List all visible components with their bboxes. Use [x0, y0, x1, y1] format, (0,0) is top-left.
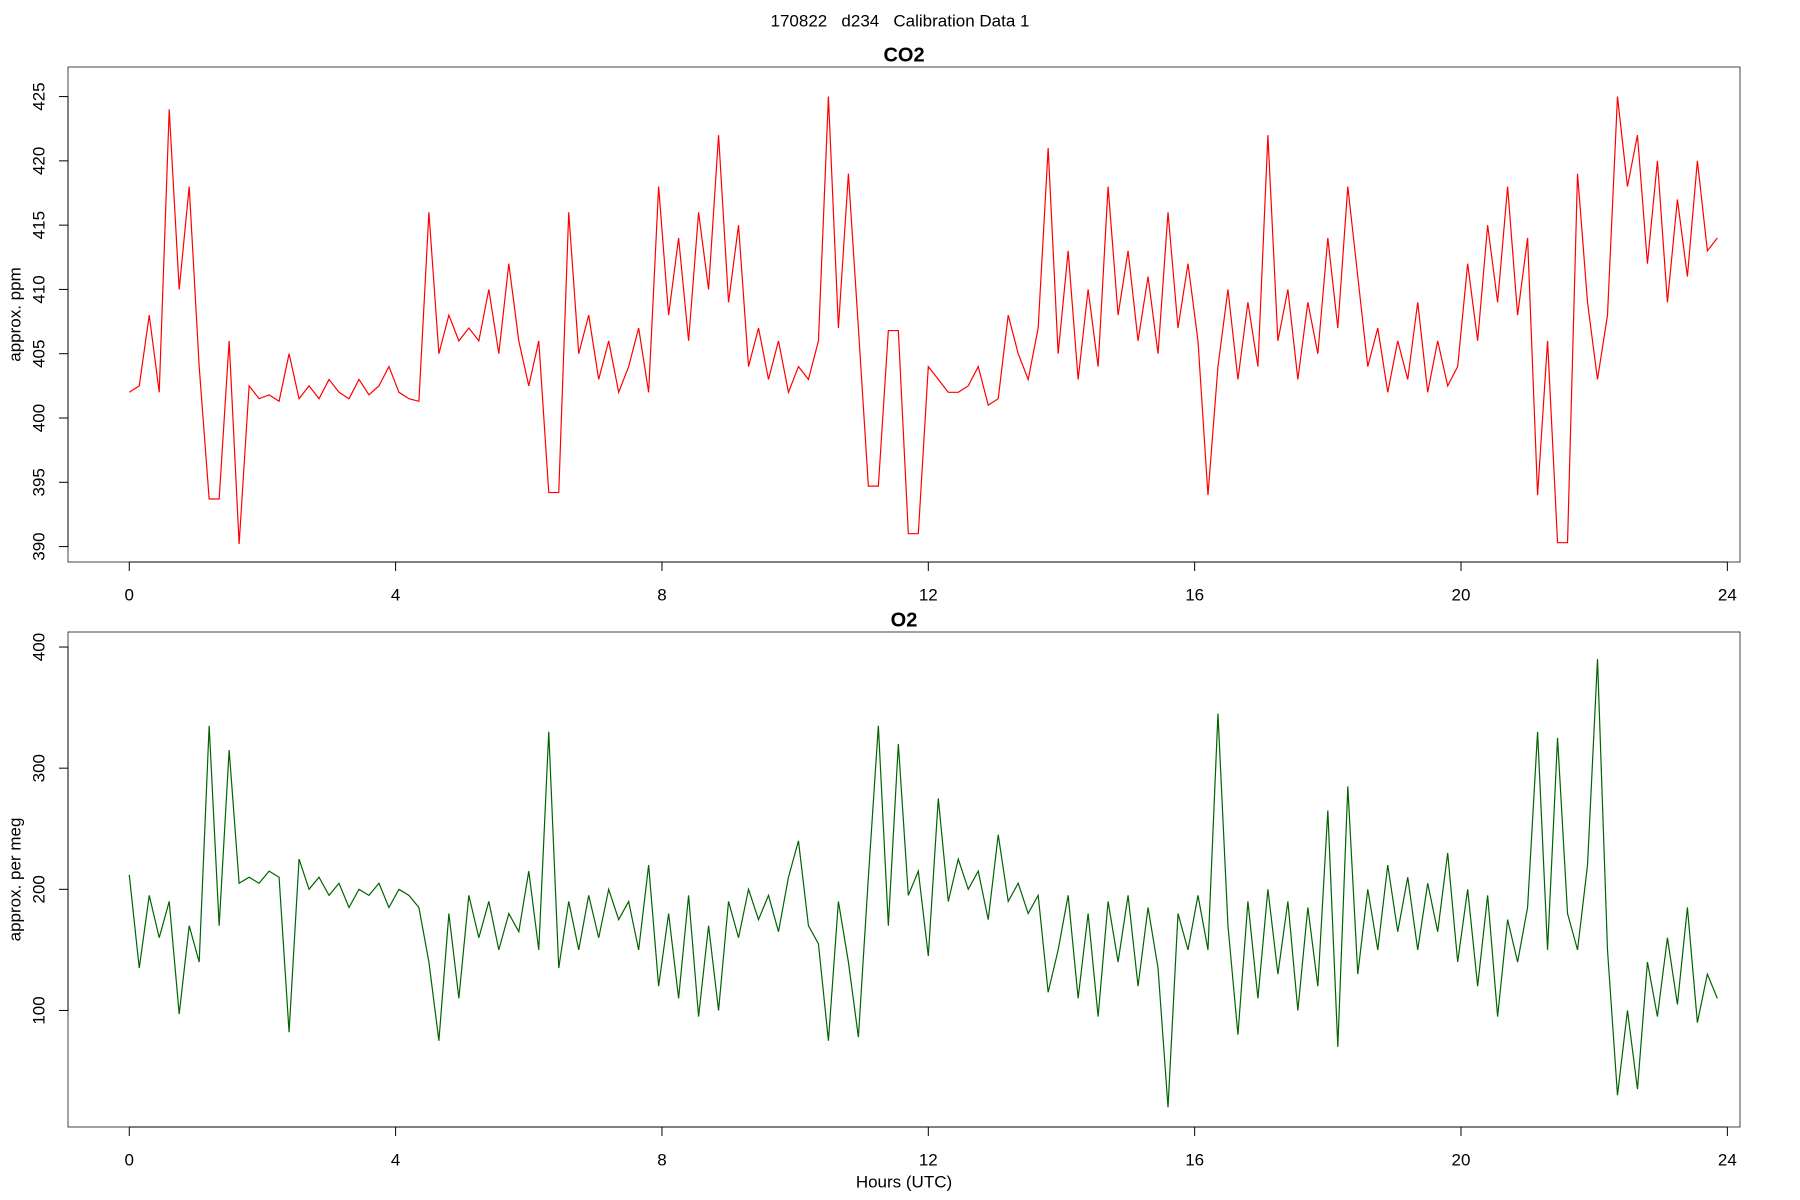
plot-title: CO2: [883, 44, 924, 66]
x-tick-label: 8: [657, 1150, 666, 1169]
x-tick-label: 8: [657, 585, 666, 604]
y-tick-label: 390: [29, 532, 48, 560]
plot-title: O2: [891, 609, 918, 631]
y-tick-label: 400: [29, 404, 48, 432]
y-tick-label: 300: [29, 754, 48, 782]
y-tick-label: 415: [29, 211, 48, 239]
x-tick-label: 4: [391, 1150, 400, 1169]
y-tick-label: 200: [29, 875, 48, 903]
plot-frame: [67, 66, 1741, 563]
x-tick-label: 24: [1718, 1150, 1737, 1169]
y-tick-label: 400: [29, 633, 48, 661]
y-tick-label: 100: [29, 996, 48, 1024]
y-tick-label: 410: [29, 275, 48, 303]
y-tick-label: 395: [29, 468, 48, 496]
x-tick-label: 24: [1718, 585, 1737, 604]
x-tick-label: 20: [1452, 585, 1471, 604]
y-tick-label: 425: [29, 82, 48, 110]
x-tick-label: 0: [125, 1150, 134, 1169]
x-tick-label: 16: [1185, 585, 1204, 604]
x-tick-label: 0: [125, 585, 134, 604]
x-tick-label: 4: [391, 585, 400, 604]
x-tick-label: 16: [1185, 1150, 1204, 1169]
data-line: [128, 659, 1718, 1108]
y-axis-label: approx. per meg: [5, 818, 24, 942]
x-tick-label: 20: [1452, 1150, 1471, 1169]
page-title: 170822 d234 Calibration Data 1: [771, 11, 1030, 30]
x-tick-label: 12: [919, 1150, 938, 1169]
data-line: [128, 96, 1718, 545]
y-tick-label: 405: [29, 340, 48, 368]
y-tick-label: 420: [29, 147, 48, 175]
y-axis-label: approx. ppm: [5, 267, 24, 362]
x-axis-label: Hours (UTC): [856, 1172, 952, 1191]
x-tick-label: 12: [919, 585, 938, 604]
plot-frame: [67, 631, 1741, 1128]
